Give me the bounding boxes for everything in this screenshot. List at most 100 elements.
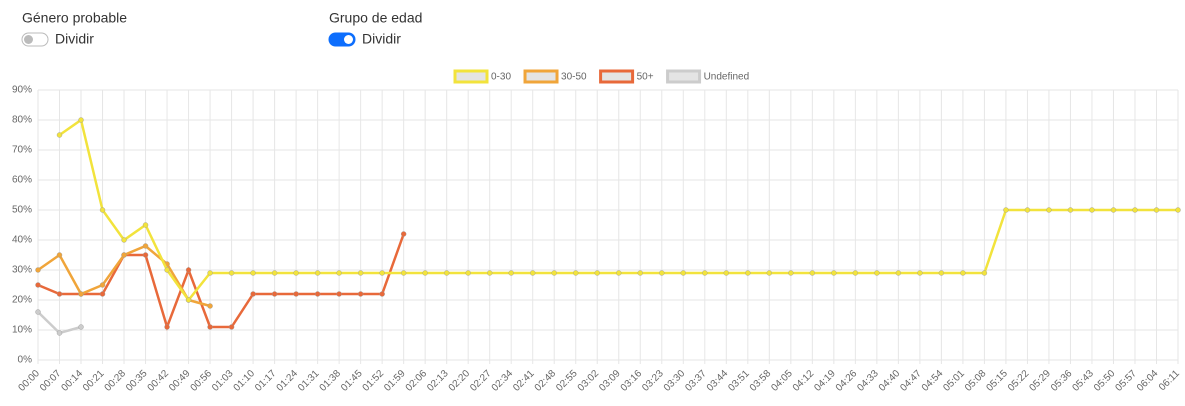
data-point [35, 309, 41, 315]
x-tick-label: 00:49 [167, 368, 193, 394]
data-point [78, 117, 84, 123]
data-point [680, 270, 686, 276]
data-point [35, 267, 41, 273]
x-tick-label: 04:05 [769, 368, 795, 394]
x-tick-label: 00:56 [189, 368, 215, 394]
data-point [379, 291, 385, 297]
x-tick-label: 03:23 [640, 368, 666, 394]
x-tick-label: 01:03 [210, 368, 236, 394]
x-tick-label: 01:10 [232, 368, 258, 394]
x-tick-label: 02:48 [533, 368, 559, 394]
x-tick-label: 05:22 [1006, 368, 1032, 394]
legend-swatch [453, 69, 489, 84]
data-point [379, 270, 385, 276]
x-tick-label: 05:50 [1092, 368, 1118, 394]
x-tick-label: 03:30 [662, 368, 688, 394]
x-tick-label: 05:36 [1049, 368, 1075, 394]
x-tick-label: 00:42 [146, 368, 172, 394]
data-point [250, 270, 256, 276]
data-point [121, 252, 127, 258]
data-point [35, 282, 41, 288]
x-tick-label: 05:57 [1113, 368, 1139, 394]
data-point [422, 270, 428, 276]
data-point [142, 252, 149, 258]
x-tick-label: 02:55 [554, 368, 580, 394]
data-point [831, 270, 837, 276]
y-tick-label: 60% [12, 175, 32, 186]
data-point [250, 291, 256, 297]
y-tick-label: 80% [12, 115, 32, 126]
x-tick-label: 02:13 [425, 368, 451, 394]
x-tick-label: 03:51 [726, 368, 752, 394]
data-point [185, 267, 192, 273]
data-point [314, 270, 321, 276]
data-point [207, 303, 213, 309]
x-tick-label: 03:16 [619, 368, 645, 394]
data-point [142, 243, 149, 249]
x-tick-label: 04:54 [920, 368, 946, 394]
x-tick-label: 03:02 [576, 368, 602, 394]
data-point [1089, 207, 1095, 213]
data-point [185, 297, 192, 303]
legend-label: 50+ [637, 72, 654, 83]
x-tick-label: 04:33 [855, 368, 881, 394]
data-point [960, 270, 966, 276]
x-tick-label: 01:59 [382, 368, 408, 394]
data-point [400, 231, 407, 237]
data-point [228, 270, 235, 276]
data-point [745, 270, 751, 276]
data-point [56, 132, 63, 138]
x-tick-label: 00:21 [81, 368, 107, 394]
data-point [1024, 207, 1031, 213]
x-tick-label: 01:45 [339, 368, 365, 394]
x-tick-label: 01:52 [361, 368, 387, 394]
data-point [486, 270, 493, 276]
data-point [357, 291, 364, 297]
x-tick-label: 04:40 [877, 368, 903, 394]
data-point [228, 324, 235, 330]
x-tick-label: 02:34 [490, 368, 516, 394]
data-point [1046, 207, 1052, 213]
legend-swatch [666, 69, 702, 84]
y-tick-label: 90% [12, 85, 32, 96]
data-point [56, 252, 63, 258]
x-tick-label: 01:31 [296, 368, 322, 394]
legend-label: 0-30 [491, 72, 511, 83]
data-point [637, 270, 643, 276]
data-point [809, 270, 816, 276]
data-point [78, 291, 84, 297]
data-point [164, 324, 170, 330]
x-tick-label: 06:04 [1135, 368, 1161, 394]
x-tick-label: 05:01 [941, 368, 967, 394]
x-tick-label: 00:35 [124, 368, 150, 394]
data-point [293, 270, 299, 276]
data-point [938, 270, 945, 276]
toggle-label: Dividir [55, 31, 94, 47]
data-point [1175, 207, 1181, 213]
data-point [917, 270, 923, 276]
data-point [293, 291, 299, 297]
x-tick-label: 00:07 [38, 368, 64, 394]
x-tick-label: 03:37 [683, 368, 709, 394]
data-point [336, 270, 342, 276]
data-point [99, 282, 106, 288]
data-point [594, 270, 600, 276]
data-point [99, 291, 106, 297]
x-tick-label: 03:09 [597, 368, 623, 394]
x-tick-label: 03:58 [748, 368, 774, 394]
x-tick-label: 05:08 [963, 368, 989, 394]
control-label: Género probable [22, 10, 127, 26]
data-point [1003, 207, 1009, 213]
data-point [400, 270, 407, 276]
y-tick-label: 20% [12, 295, 32, 306]
x-tick-label: 04:12 [791, 368, 817, 394]
x-tick-label: 01:38 [318, 368, 344, 394]
y-tick-label: 50% [12, 205, 32, 216]
data-point [142, 222, 149, 228]
data-point [164, 267, 170, 273]
x-tick-label: 05:29 [1027, 368, 1053, 394]
data-point [1110, 207, 1117, 213]
data-point [852, 270, 859, 276]
data-point [99, 207, 106, 213]
